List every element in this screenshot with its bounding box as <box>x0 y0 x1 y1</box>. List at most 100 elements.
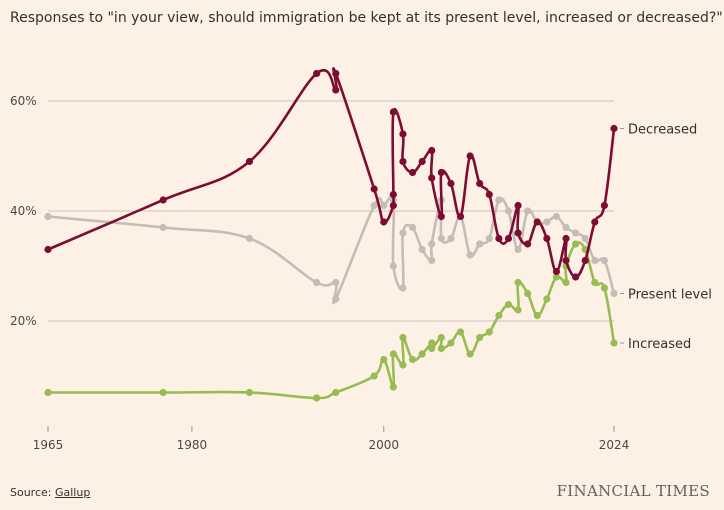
data-point-decreased <box>389 190 397 199</box>
data-point-decreased <box>428 174 436 182</box>
data-point-increased <box>380 355 388 364</box>
data-point-present-level <box>552 212 561 221</box>
data-point-present-level <box>332 278 340 287</box>
data-point-present-level <box>466 251 474 259</box>
data-point-increased <box>399 333 407 342</box>
data-point-decreased <box>552 267 561 276</box>
data-point-increased <box>437 333 445 342</box>
data-point-present-level <box>399 284 407 292</box>
data-point-present-level <box>591 256 599 265</box>
data-point-present-level <box>524 207 532 215</box>
source-link[interactable]: Gallup <box>54 486 91 499</box>
data-point-decreased <box>44 245 52 254</box>
data-point-decreased <box>504 234 513 243</box>
x-tick-label: 2024 <box>599 438 630 452</box>
y-tick-label: 40% <box>10 204 37 218</box>
data-point-present-level <box>332 295 340 303</box>
data-point-decreased <box>332 69 340 78</box>
source-note: Source: Gallup <box>10 486 90 499</box>
data-point-decreased <box>399 130 407 138</box>
data-point-present-level <box>504 207 513 215</box>
data-point-decreased <box>332 86 340 94</box>
source-label: Source: <box>10 486 55 499</box>
data-point-present-level <box>245 234 254 243</box>
data-point-increased <box>610 339 618 347</box>
data-point-increased <box>418 350 426 358</box>
data-point-decreased <box>562 256 570 265</box>
data-point-increased <box>514 306 522 314</box>
data-point-increased <box>466 350 474 358</box>
data-point-increased <box>533 311 541 320</box>
data-point-decreased <box>562 234 570 243</box>
data-point-present-level <box>428 256 436 265</box>
data-point-increased <box>514 278 522 287</box>
data-point-present-level <box>447 234 455 243</box>
data-point-present-level <box>562 223 570 232</box>
data-point-decreased <box>428 146 436 155</box>
x-tick-label: 1965 <box>33 438 64 452</box>
data-point-increased <box>389 350 397 358</box>
data-point-increased <box>524 289 532 298</box>
data-point-increased <box>543 295 551 303</box>
data-point-decreased <box>418 157 426 166</box>
data-point-decreased <box>476 179 484 188</box>
data-point-decreased <box>370 185 378 193</box>
data-point-decreased <box>437 168 445 177</box>
data-point-present-level <box>418 245 426 254</box>
data-point-increased <box>408 355 417 364</box>
data-point-decreased <box>389 201 397 210</box>
data-point-present-level <box>159 223 167 232</box>
data-point-increased <box>428 344 436 353</box>
data-point-decreased <box>245 157 254 166</box>
data-point-increased <box>495 311 503 320</box>
data-point-increased <box>447 339 455 347</box>
data-point-decreased <box>399 157 407 166</box>
data-point-decreased <box>408 168 417 177</box>
series-label-increased: Increased <box>628 337 691 352</box>
data-point-present-level <box>408 223 417 232</box>
data-point-increased <box>572 240 580 248</box>
data-point-decreased <box>591 218 599 226</box>
data-point-decreased <box>572 273 580 281</box>
data-point-decreased <box>533 218 541 226</box>
data-point-decreased <box>543 234 551 243</box>
data-point-decreased <box>389 108 397 116</box>
x-tick-label: 1980 <box>177 438 208 452</box>
data-point-present-level <box>370 201 378 210</box>
data-point-decreased <box>514 201 522 210</box>
data-point-increased <box>313 394 321 402</box>
data-point-present-level <box>581 234 589 243</box>
data-point-present-level <box>428 240 436 248</box>
data-point-present-level <box>476 240 484 248</box>
series-label-decreased: Decreased <box>628 123 697 138</box>
data-point-present-level <box>572 229 580 237</box>
data-point-increased <box>552 273 561 281</box>
data-point-decreased <box>600 201 609 210</box>
data-point-increased <box>562 278 570 287</box>
data-point-present-level <box>437 234 445 243</box>
data-point-increased <box>428 339 436 347</box>
data-point-increased <box>476 333 484 342</box>
data-point-increased <box>159 388 167 397</box>
data-point-present-level <box>495 196 503 204</box>
data-point-present-level <box>543 218 551 226</box>
data-point-increased <box>245 388 254 397</box>
data-point-decreased <box>159 196 167 204</box>
series-label-present-level: Present level <box>628 288 712 303</box>
data-point-present-level <box>485 234 493 243</box>
data-point-present-level <box>44 212 52 221</box>
data-point-increased <box>437 344 445 353</box>
data-point-increased <box>370 372 378 380</box>
data-point-increased <box>591 278 599 287</box>
data-point-increased <box>485 328 493 336</box>
data-point-increased <box>389 383 397 391</box>
data-point-decreased <box>437 212 445 221</box>
data-point-increased <box>600 284 609 292</box>
data-point-decreased <box>466 152 474 160</box>
data-point-decreased <box>524 240 532 248</box>
chart-title: Responses to "in your view, should immig… <box>10 10 723 26</box>
data-point-increased <box>44 388 52 397</box>
data-point-decreased <box>485 190 493 199</box>
series-line-increased <box>47 241 616 400</box>
